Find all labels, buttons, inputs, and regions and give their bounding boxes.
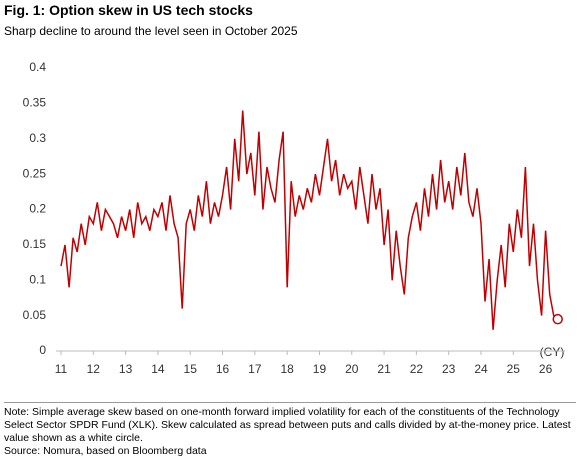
y-tick-label: 0.1 xyxy=(29,272,46,286)
x-tick-label: 23 xyxy=(442,362,456,376)
y-tick-label: 0.05 xyxy=(23,308,47,322)
x-tick-label: 26 xyxy=(539,362,553,376)
x-tick-label: 19 xyxy=(313,362,327,376)
y-tick-label: 0.25 xyxy=(23,166,47,180)
x-tick-label: 25 xyxy=(507,362,521,376)
y-tick-label: 0.4 xyxy=(29,60,46,74)
x-tick-label: 17 xyxy=(248,362,262,376)
chart: (CY) 0 0.05 0.1 0.15 0.2 0.25 0.3 0.35 0.4 11 12 13… xyxy=(23,60,565,376)
y-tick-label: 0.2 xyxy=(29,202,46,216)
y-tick-label: 0.3 xyxy=(29,131,46,145)
series-line xyxy=(60,110,559,330)
x-tick-label: 20 xyxy=(345,362,359,376)
x-axis-label: (CY) xyxy=(540,345,565,359)
y-tick-label: 0 xyxy=(39,343,46,357)
x-tick-label: 13 xyxy=(119,362,133,376)
chart-subtitle: Sharp decline to around the level seen i… xyxy=(4,24,298,38)
chart-title: Fig. 1: Option skew in US tech stocks xyxy=(4,2,253,18)
x-tick-label: 16 xyxy=(216,362,230,376)
y-tick-label: 0.35 xyxy=(23,96,47,110)
source: Source: Nomura, based on Bloomberg data xyxy=(4,445,207,457)
x-tick-label: 11 xyxy=(55,362,68,376)
x-tick-label: 14 xyxy=(151,362,165,376)
x-tick-label: 22 xyxy=(410,362,424,376)
x-tick-label: 21 xyxy=(377,362,391,376)
latest-value-marker xyxy=(552,313,563,325)
x-tick-label: 15 xyxy=(184,362,198,376)
note: Note: Simple average skew based on one-m… xyxy=(4,402,576,445)
x-tick-label: 12 xyxy=(87,362,101,376)
x-tick-label: 24 xyxy=(474,362,488,376)
x-tick-label: 18 xyxy=(280,362,294,376)
y-tick-label: 0.15 xyxy=(23,237,47,251)
